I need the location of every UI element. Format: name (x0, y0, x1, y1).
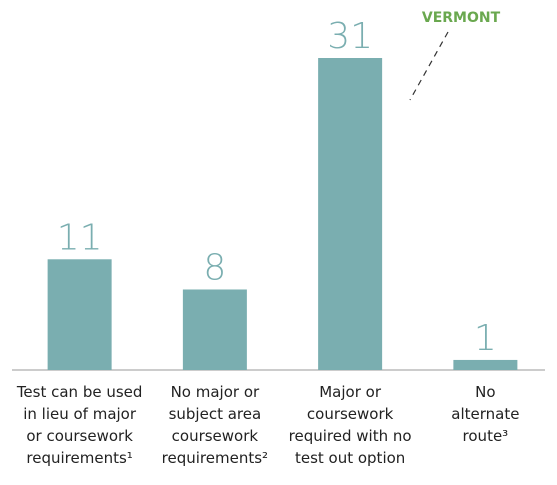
bar (453, 359, 518, 370)
bar (47, 259, 112, 370)
annotation-line (409, 31, 449, 101)
x-tick-label: No major or subject area coursework requ… (161, 383, 269, 467)
value-label: 1 (474, 318, 497, 359)
annotation: VERMONT (422, 10, 501, 26)
bar (318, 58, 383, 370)
value-label: 31 (327, 16, 373, 57)
bar (182, 289, 247, 370)
x-tick-label: No alternate route³ (451, 383, 520, 445)
x-tick-label: Major or coursework required with no tes… (288, 383, 412, 467)
value-label: 11 (57, 217, 103, 258)
x-tick-label: Test can be used in lieu of major or cou… (16, 383, 143, 467)
value-label: 8 (203, 247, 226, 288)
